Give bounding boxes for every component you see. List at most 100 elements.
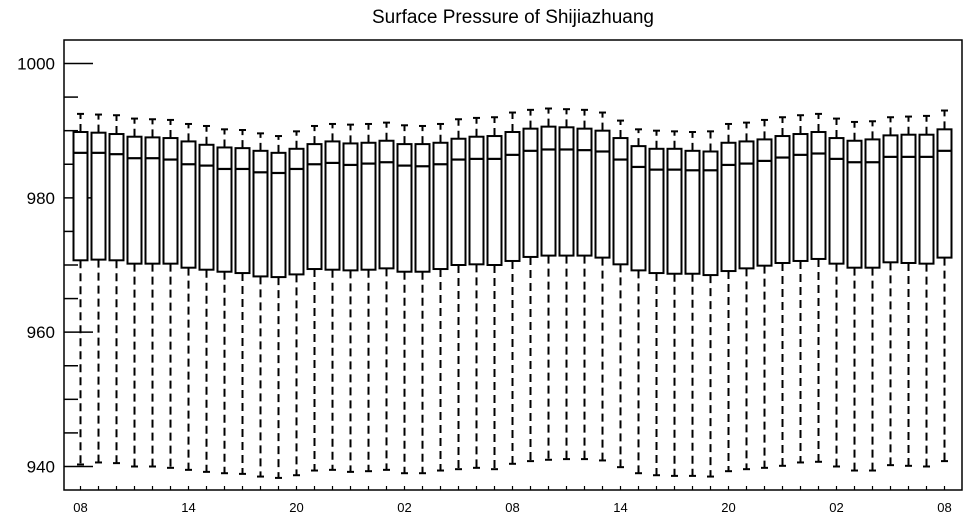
- iqr-box: [216, 146, 233, 273]
- box: [882, 116, 899, 467]
- box: [864, 120, 881, 472]
- iqr-box: [306, 143, 323, 271]
- iqr-box: [810, 131, 827, 260]
- iqr-box: [360, 141, 377, 271]
- iqr-box: [324, 140, 341, 271]
- iqr-box: [828, 137, 845, 265]
- iqr-box: [774, 135, 791, 264]
- box: [936, 109, 953, 463]
- iqr-box: [432, 141, 449, 271]
- iqr-box: [756, 138, 773, 267]
- iqr-box: [90, 131, 107, 261]
- iqr-box: [486, 135, 503, 266]
- iqr-box: [882, 134, 899, 264]
- iqr-box: [234, 147, 251, 275]
- box: [306, 124, 323, 472]
- box: [828, 117, 845, 468]
- x-tick-label: 08: [505, 500, 519, 515]
- iqr-box: [558, 126, 575, 257]
- box: [378, 121, 395, 471]
- box: [216, 128, 233, 475]
- y-tick-label: 960: [27, 323, 55, 342]
- iqr-box: [864, 138, 881, 269]
- x-tick-label: 08: [937, 500, 951, 515]
- iqr-box: [702, 150, 719, 277]
- box: [612, 119, 629, 469]
- box: [414, 124, 431, 475]
- iqr-box: [180, 140, 197, 269]
- iqr-box: [396, 143, 413, 273]
- box: [738, 121, 755, 471]
- box: [810, 112, 827, 463]
- iqr-box: [900, 133, 917, 264]
- box: [846, 120, 863, 472]
- box: [72, 112, 89, 466]
- iqr-box: [918, 133, 935, 265]
- box: [144, 118, 161, 468]
- box: [720, 122, 737, 473]
- iqr-box: [576, 127, 593, 257]
- iqr-box: [72, 131, 89, 262]
- x-tick-label: 02: [829, 500, 843, 515]
- box: [450, 118, 467, 471]
- iqr-box: [162, 137, 179, 265]
- box: [108, 114, 125, 465]
- x-tick-label: 02: [397, 500, 411, 515]
- box: [162, 118, 179, 469]
- iqr-box: [684, 149, 701, 275]
- y-tick-label: 980: [27, 189, 55, 208]
- box: [594, 111, 611, 462]
- box: [324, 122, 341, 471]
- iqr-box: [720, 141, 737, 273]
- box: [432, 122, 449, 472]
- iqr-box: [648, 147, 665, 275]
- box: [90, 113, 107, 464]
- box: [792, 114, 809, 464]
- box: [180, 122, 197, 471]
- iqr-box: [738, 140, 755, 270]
- box: [702, 130, 719, 478]
- y-tick-label: 940: [27, 457, 55, 476]
- iqr-box: [630, 145, 647, 272]
- x-axis: 08 14 20 02 08 14 20 02 08: [73, 486, 952, 515]
- iqr-box: [270, 151, 287, 279]
- iqr-box: [288, 147, 305, 276]
- x-tick-label: 14: [181, 500, 195, 515]
- iqr-box: [252, 149, 269, 278]
- iqr-box: [522, 127, 539, 258]
- iqr-box: [414, 143, 431, 273]
- iqr-box: [540, 125, 557, 257]
- box: [270, 135, 287, 479]
- box: [756, 118, 773, 469]
- box: [504, 111, 521, 465]
- box: [576, 108, 593, 461]
- box: [540, 107, 557, 461]
- iqr-box: [342, 142, 359, 272]
- iqr-box: [936, 128, 953, 259]
- x-tick-label: 20: [289, 500, 303, 515]
- chart-title: Surface Pressure of Shijiazhuang: [372, 7, 654, 28]
- box: [666, 130, 683, 477]
- box: [198, 124, 215, 473]
- box: [360, 122, 377, 473]
- y-axis: 940 960 980 1000: [17, 55, 93, 476]
- box: [252, 132, 269, 478]
- y-tick-label: 1000: [17, 55, 55, 74]
- iqr-box: [144, 136, 161, 265]
- box: [468, 116, 485, 469]
- box: [288, 130, 305, 477]
- iqr-box: [378, 139, 395, 270]
- box: [486, 116, 503, 471]
- x-tick-label: 20: [721, 500, 735, 515]
- box: [558, 108, 575, 461]
- box: [522, 108, 539, 463]
- iqr-box: [612, 137, 629, 266]
- box: [630, 128, 647, 475]
- box: [126, 117, 143, 468]
- iqr-box: [468, 135, 485, 266]
- box: [396, 124, 413, 475]
- x-tick-label: 08: [73, 500, 87, 515]
- boxes-group: [72, 107, 953, 479]
- box: [900, 115, 917, 467]
